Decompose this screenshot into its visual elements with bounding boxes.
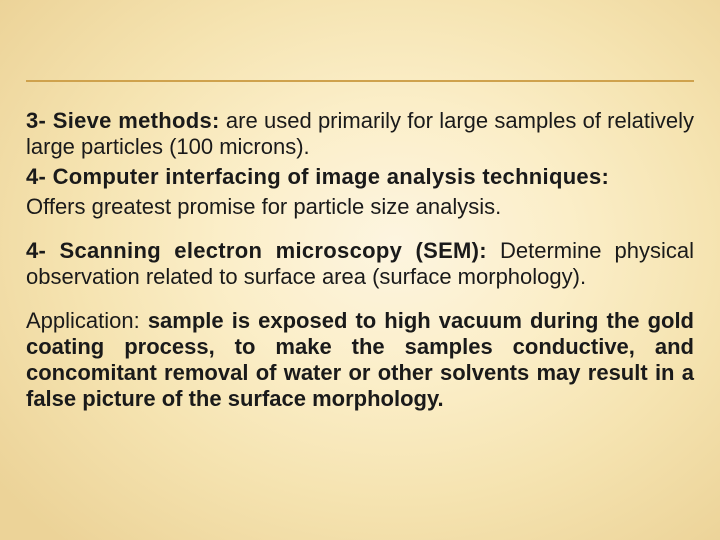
para-application: Application: sample is exposed to high v… <box>26 308 694 412</box>
para-sieve: 3- Sieve methods: are used primarily for… <box>26 108 694 160</box>
label-sieve: 3- Sieve methods: <box>26 108 220 133</box>
para-computer-label: 4- Computer interfacing of image analysi… <box>26 164 694 190</box>
application-lead: Application: <box>26 308 148 333</box>
body-computer: Offers greatest promise for particle siz… <box>26 194 501 219</box>
para-computer-body: Offers greatest promise for particle siz… <box>26 194 694 220</box>
label-sem: 4- Scanning electron microscopy (SEM): <box>26 238 487 263</box>
title-underline <box>26 80 694 82</box>
label-computer: 4- Computer interfacing of image analysi… <box>26 164 609 189</box>
para-sem: 4- Scanning electron microscopy (SEM): D… <box>26 238 694 290</box>
slide-body: 3- Sieve methods: are used primarily for… <box>26 108 694 430</box>
